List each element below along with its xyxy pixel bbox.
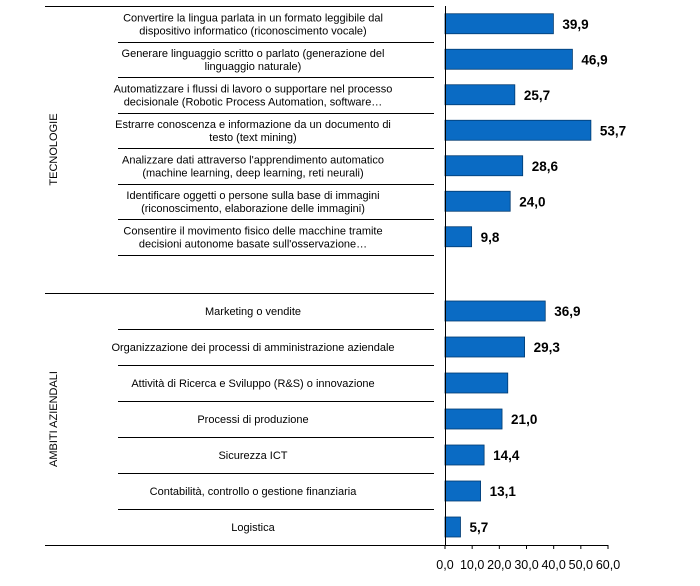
value-label: 53,7 (600, 123, 626, 138)
value-label: 36,9 (554, 304, 580, 319)
row-separators (45, 6, 434, 546)
category-label: Consentire il movimento fisico delle mac… (123, 225, 382, 237)
value-label: 14,4 (493, 448, 520, 463)
category-label: dispositivo informatico (riconoscimento … (139, 25, 366, 37)
category-label: Generare linguaggio scritto o parlato (g… (122, 48, 385, 60)
category-label: linguaggio naturale) (205, 61, 302, 73)
value-labels: 39,9 46,9 25,7 53,7 28,6 24,0 9,8 36,9 29,3 21,0 1… (469, 17, 626, 535)
category-label: Processi di produzione (197, 414, 308, 426)
bar (444, 155, 524, 177)
bar (444, 300, 546, 322)
value-label: 13,1 (490, 484, 517, 499)
bar (444, 84, 516, 106)
value-label: 5,7 (469, 520, 488, 535)
x-tick-label: 40,0 (541, 558, 565, 572)
bar (444, 372, 509, 394)
bars (444, 13, 592, 538)
category-label: (machine learning, deep learning, reti n… (142, 167, 363, 179)
category-label: (riconoscimento, elaborazione delle imma… (141, 203, 365, 215)
x-tick-label: 60,0 (596, 558, 620, 572)
group-labels: TECNOLOGIE AMBITI AZIENDALI (48, 113, 60, 467)
bar (444, 226, 473, 248)
value-label: 9,8 (481, 230, 500, 245)
x-tick-label: 0,0 (436, 558, 453, 572)
x-axis: 0,0 10,0 20,0 30,0 40,0 50,0 60,0 (45, 6, 620, 572)
category-label: Convertire la lingua parlata in un forma… (123, 12, 383, 24)
category-label: Attività di Ricerca e Sviluppo (R&S) o i… (131, 378, 374, 390)
category-label: testo (text mining) (209, 132, 296, 144)
category-label: Identificare oggetti o persone sulla bas… (126, 190, 379, 202)
category-label: Logistica (231, 522, 275, 534)
value-label: 39,9 (562, 17, 588, 32)
category-label: Automatizzare i flussi di lavoro o suppo… (114, 83, 393, 95)
value-label: 28,6 (532, 159, 559, 174)
category-label: Contabilità, controllo o gestione finanz… (150, 486, 358, 498)
category-label: Marketing o vendite (205, 306, 301, 318)
x-tick-label: 10,0 (460, 558, 484, 572)
category-label: decisionale (Robotic Process Automation,… (124, 96, 383, 108)
category-label: Sicurezza ICT (218, 450, 287, 462)
x-tick-label: 30,0 (514, 558, 538, 572)
group-label: TECNOLOGIE (48, 113, 60, 185)
bar (444, 190, 511, 212)
x-tick-label: 50,0 (569, 558, 593, 572)
bar (444, 119, 592, 141)
value-label: 24,0 (519, 194, 545, 209)
group-label: AMBITI AZIENDALI (48, 371, 60, 467)
value-label: 21,0 (511, 412, 537, 427)
bar (444, 13, 554, 35)
bar (444, 516, 461, 538)
category-label: Organizzazione dei processi di amministr… (111, 342, 394, 354)
value-label: 46,9 (581, 52, 607, 67)
bar (444, 408, 503, 430)
category-labels: Convertire la lingua parlata in un forma… (111, 12, 394, 534)
x-tick-label: 20,0 (487, 558, 511, 572)
category-label: Estrarre conoscenza e informazione da un… (115, 119, 391, 131)
category-label: Analizzare dati attraverso l'apprendimen… (122, 154, 384, 166)
category-label: decisioni autonome basate sull'osservazi… (139, 238, 367, 250)
bar (444, 480, 481, 502)
value-label: 25,7 (524, 88, 550, 103)
value-label: 29,3 (534, 340, 561, 355)
bar (444, 48, 573, 70)
bar (444, 444, 485, 466)
bar (444, 336, 525, 358)
